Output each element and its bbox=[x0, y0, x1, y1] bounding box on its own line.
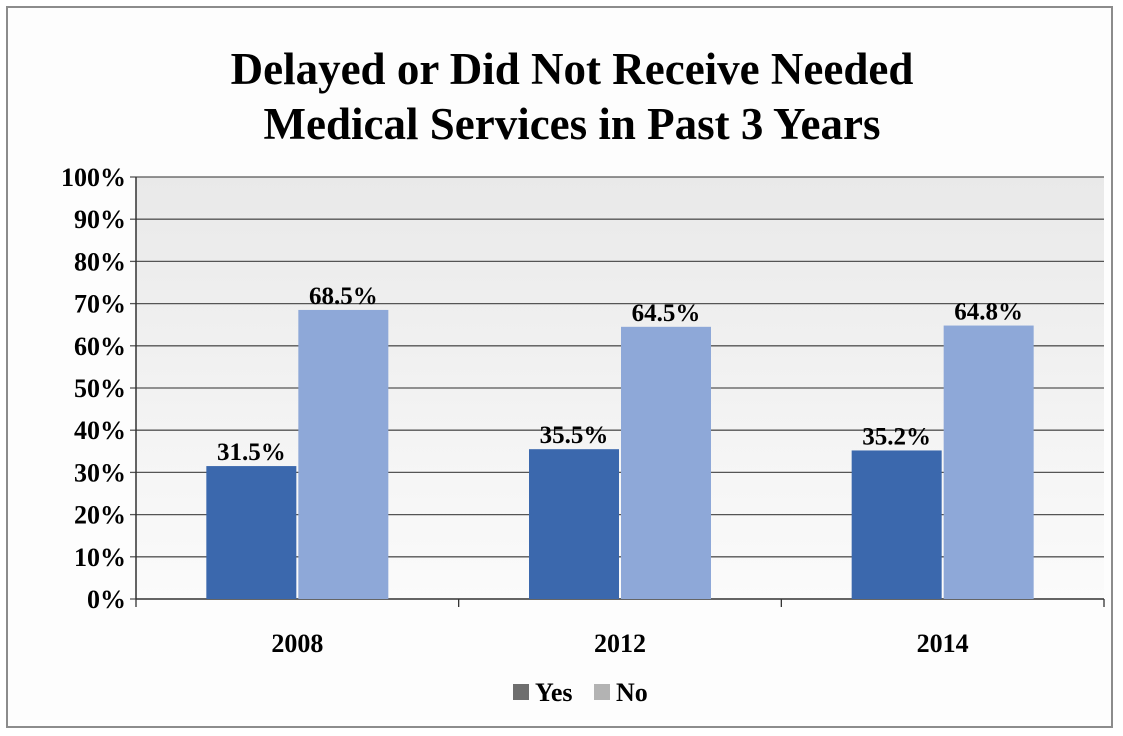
gridlines bbox=[136, 176, 1104, 558]
y-tick-label: 50% bbox=[74, 374, 126, 403]
bar-chart: Delayed or Did Not Receive Needed Medica… bbox=[61, 44, 1105, 707]
legend-swatch-no bbox=[594, 684, 610, 700]
y-tick-label: 30% bbox=[74, 458, 126, 487]
x-axis: 2008 2012 2014 bbox=[135, 598, 1105, 658]
x-tick-label: 2008 bbox=[271, 629, 323, 658]
bar-no bbox=[621, 326, 711, 599]
bar-yes bbox=[206, 466, 297, 599]
data-label: 31.5% bbox=[217, 439, 286, 466]
bars bbox=[206, 309, 1034, 599]
y-tick-label: 80% bbox=[74, 247, 126, 276]
chart-frame: Delayed or Did Not Receive Needed Medica… bbox=[6, 6, 1113, 728]
data-label: 64.5% bbox=[632, 300, 701, 327]
bar-yes bbox=[529, 449, 619, 599]
chart-title-line-2: Medical Services in Past 3 Years bbox=[264, 99, 881, 149]
y-tick-label: 0% bbox=[87, 585, 126, 614]
y-axis: 0% 10% 20% 30% 40% 50% 60% 70% 80% 90% 100% bbox=[61, 163, 137, 614]
y-tick-label: 40% bbox=[74, 416, 126, 445]
y-tick-label: 100% bbox=[61, 163, 126, 192]
legend: Yes No bbox=[513, 678, 648, 707]
data-label: 35.2% bbox=[862, 423, 931, 450]
bar-yes bbox=[851, 450, 942, 599]
y-tick-label: 70% bbox=[74, 290, 126, 319]
bar-no bbox=[298, 309, 389, 599]
data-label: 35.5% bbox=[540, 422, 609, 449]
data-label: 68.5% bbox=[309, 283, 378, 310]
y-tick-label: 90% bbox=[74, 205, 126, 234]
legend-label-no: No bbox=[616, 678, 648, 707]
bar-no bbox=[943, 325, 1034, 599]
data-labels: 31.5% 68.5% 35.5% 64.5% 35.2% 64.8% bbox=[217, 283, 1023, 466]
x-tick-label: 2012 bbox=[594, 629, 646, 658]
x-tick-label: 2014 bbox=[917, 629, 969, 658]
y-tick-label: 60% bbox=[74, 332, 126, 361]
y-tick-label: 10% bbox=[74, 543, 126, 572]
chart-title-line-1: Delayed or Did Not Receive Needed bbox=[231, 44, 914, 94]
legend-swatch-yes bbox=[513, 684, 529, 700]
legend-label-yes: Yes bbox=[535, 678, 573, 707]
data-label: 64.8% bbox=[954, 299, 1023, 326]
y-tick-label: 20% bbox=[74, 501, 126, 530]
